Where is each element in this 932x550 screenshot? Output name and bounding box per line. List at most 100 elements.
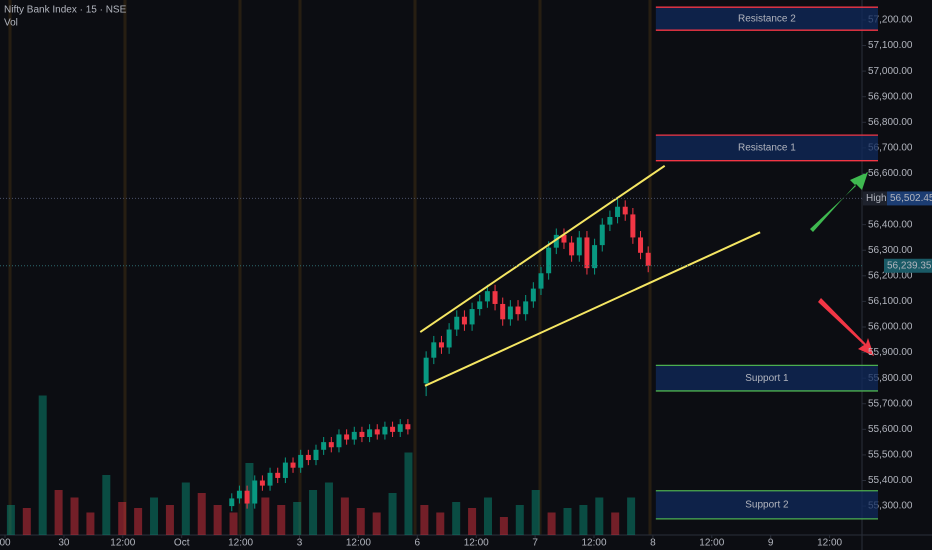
candle-body	[290, 462, 296, 468]
x-tick-label: 8	[650, 538, 656, 549]
candle-body	[359, 431, 365, 438]
volume-bar	[213, 505, 222, 535]
candle-body	[252, 480, 258, 504]
candle-body	[630, 214, 636, 238]
y-tick-label: 56,100.00	[868, 296, 913, 307]
x-tick-label: 12:00	[581, 538, 606, 549]
y-tick-label: 56,400.00	[868, 219, 913, 230]
candle-body	[622, 206, 628, 215]
candle-body	[446, 329, 452, 348]
candle-body	[515, 306, 521, 315]
last-price-tag	[884, 258, 932, 273]
y-tick-label: 55,300.00	[868, 501, 913, 512]
candle-body	[382, 426, 388, 435]
x-tick-label: 12:00	[817, 538, 842, 549]
candle-body	[484, 291, 490, 302]
y-tick-label: 55,500.00	[868, 450, 913, 461]
high-tag-label: High	[866, 193, 887, 204]
volume-bar	[38, 395, 47, 535]
candle-body	[438, 342, 444, 348]
candle-body	[546, 247, 552, 274]
y-tick-label: 56,600.00	[868, 168, 913, 179]
x-tick-label: 6	[415, 538, 421, 549]
volume-label: Vol	[4, 18, 18, 29]
y-tick-label: 57,200.00	[868, 15, 913, 26]
x-tick-label: 12:00	[346, 538, 371, 549]
candle-body	[477, 301, 483, 310]
candle-body	[321, 442, 327, 450]
volume-bar	[165, 505, 174, 535]
high-tag	[863, 191, 887, 206]
x-tick-label: 9	[768, 538, 774, 549]
candle-body	[236, 490, 242, 499]
volume-bar	[150, 497, 159, 535]
candle-body	[523, 301, 529, 315]
volume-bar	[118, 502, 127, 535]
x-tick-label: 12:00	[699, 538, 724, 549]
candle-body	[638, 237, 644, 253]
high-value-tag	[887, 191, 932, 206]
candle-body	[584, 237, 590, 269]
candle-body	[351, 431, 357, 440]
candle-body	[561, 234, 567, 243]
volume-bar	[420, 505, 429, 535]
zone-label: Support 2	[745, 499, 789, 510]
y-tick-label: 57,000.00	[868, 66, 913, 77]
candle-body	[530, 288, 536, 302]
volume-bar	[563, 508, 572, 535]
y-tick-label: 55,900.00	[868, 347, 913, 358]
volume-bar	[6, 505, 15, 535]
plot-layer: 57,200.00 57,100.00 57,000.00 56,900.00 56,8…	[0, 6, 932, 549]
volume-bar	[547, 512, 556, 535]
volume-bar	[54, 490, 63, 535]
volume-bar	[515, 505, 524, 535]
volume-bar	[70, 497, 79, 535]
candle-body	[469, 309, 475, 325]
candle-body	[569, 242, 575, 256]
volume-bar	[531, 490, 540, 535]
candle-body	[397, 424, 403, 432]
candle-body	[592, 245, 598, 269]
volume-bar	[229, 512, 238, 535]
candle-body	[344, 434, 350, 440]
volume-bar	[388, 493, 397, 535]
y-tick-label: 56,900.00	[868, 91, 913, 102]
y-tick-label: 55,600.00	[868, 424, 913, 435]
volume-bar	[372, 512, 381, 535]
y-tick-label: 56,000.00	[868, 322, 913, 333]
trend-line	[419, 164, 666, 333]
zone	[655, 7, 878, 31]
candle-body	[599, 224, 605, 246]
volume-bar	[611, 512, 620, 535]
volume-bar	[293, 502, 302, 535]
y-tick-label: 55,800.00	[868, 373, 913, 384]
volume-bar	[197, 493, 206, 535]
candle-body	[576, 237, 582, 256]
candle-body	[374, 429, 380, 435]
volume-bar	[324, 482, 333, 535]
volume-bar	[134, 508, 143, 535]
candle-body	[336, 434, 342, 448]
candle-body	[454, 316, 460, 330]
y-tick-label: 57,100.00	[868, 40, 913, 51]
candle-body	[500, 303, 506, 320]
volume-bar	[468, 508, 477, 535]
y-tick-label: 56,800.00	[868, 117, 913, 128]
volume-bar	[483, 497, 492, 535]
volume-bar	[277, 505, 286, 535]
candle-body	[507, 306, 513, 320]
volume-bar	[340, 497, 349, 535]
x-tick-label: 12:00	[110, 538, 135, 549]
candle-body	[607, 216, 613, 225]
volume-bar	[102, 475, 111, 535]
candle-body	[298, 454, 304, 468]
candle-body	[367, 429, 373, 438]
zone	[655, 135, 878, 161]
volume-bar	[627, 497, 636, 535]
candle-body	[267, 472, 273, 486]
x-tick-label: 3	[297, 538, 303, 549]
y-tick-label: 56,700.00	[868, 143, 913, 154]
candle-body	[229, 498, 235, 507]
volume-bar	[436, 512, 445, 535]
candle-body	[645, 252, 651, 266]
